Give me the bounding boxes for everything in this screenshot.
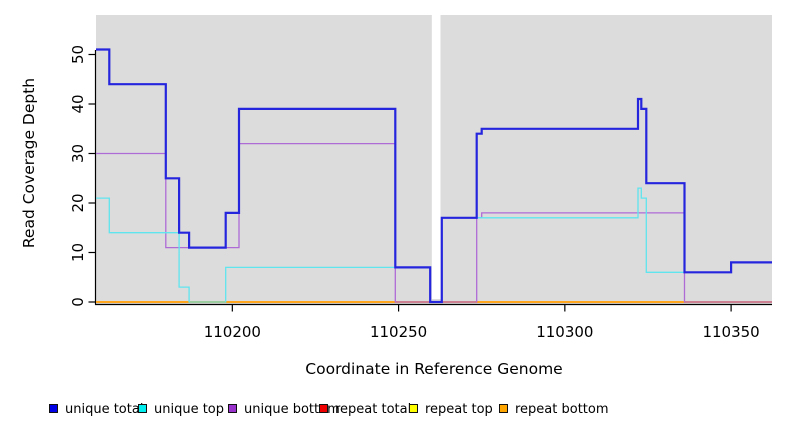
x-tick-label: 110300 — [536, 323, 593, 341]
y-tick-label: 0 — [69, 297, 87, 307]
y-tick-label: 20 — [69, 193, 87, 212]
y-tick-label: 10 — [69, 243, 87, 262]
y-axis-title: Read Coverage Depth — [20, 78, 38, 248]
y-tick-label: 50 — [69, 45, 87, 64]
series-unique-total-line — [96, 48, 772, 304]
coverage-gap-band — [431, 14, 441, 299]
y-tick-label: 40 — [69, 94, 87, 113]
x-tick-label: 110350 — [702, 323, 759, 341]
y-tick-label: 30 — [69, 144, 87, 163]
x-tick-label: 110200 — [204, 323, 261, 341]
x-tick-label: 110250 — [370, 323, 427, 341]
x-axis-title: Coordinate in Reference Genome — [305, 360, 562, 378]
